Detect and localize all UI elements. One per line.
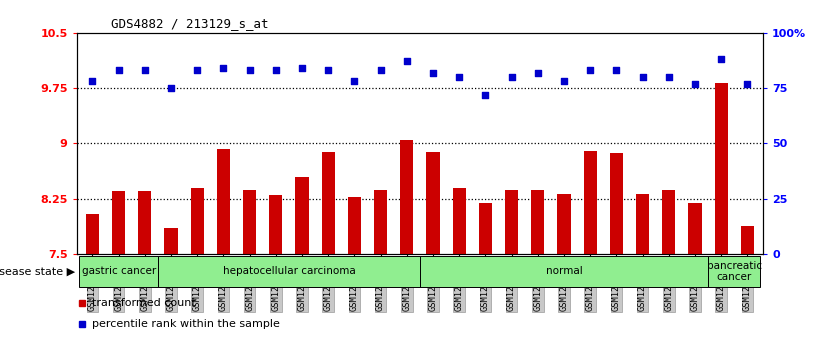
Bar [322, 152, 334, 254]
Point [505, 74, 518, 80]
Bar [86, 213, 99, 254]
Point [426, 70, 440, 76]
Point [662, 74, 676, 80]
Text: normal: normal [545, 266, 582, 276]
Bar [158, 256, 420, 287]
Bar [420, 256, 708, 287]
Text: GDS4882 / 213129_s_at: GDS4882 / 213129_s_at [111, 17, 269, 30]
Bar [243, 190, 256, 254]
Bar [348, 197, 361, 254]
Point [374, 68, 387, 73]
Text: hepatocellular carcinoma: hepatocellular carcinoma [223, 266, 355, 276]
Bar [479, 203, 492, 254]
Point [243, 68, 256, 73]
Point [295, 65, 309, 71]
Point [584, 68, 597, 73]
Bar [295, 176, 309, 254]
Text: disease state ▶: disease state ▶ [0, 266, 75, 276]
Bar [269, 195, 283, 254]
Point [164, 85, 178, 91]
Point [636, 74, 650, 80]
Bar [217, 149, 230, 254]
Point [453, 74, 466, 80]
Text: pancreatic
cancer: pancreatic cancer [706, 261, 761, 282]
Bar [374, 190, 387, 254]
Point [86, 78, 99, 84]
Bar [557, 193, 570, 254]
Bar [584, 151, 597, 254]
Bar [400, 140, 414, 254]
Bar [112, 191, 125, 254]
Point [557, 78, 570, 84]
Point [138, 68, 152, 73]
Bar [191, 188, 203, 254]
Point [688, 81, 701, 86]
Text: percentile rank within the sample: percentile rank within the sample [92, 319, 279, 329]
Bar [453, 188, 465, 254]
Bar [164, 228, 178, 254]
Point [715, 56, 728, 62]
Point [217, 65, 230, 71]
Bar [531, 190, 545, 254]
Bar [662, 190, 676, 254]
Bar [79, 256, 158, 287]
Bar [688, 203, 701, 254]
Bar [505, 190, 518, 254]
Bar [138, 191, 152, 254]
Point [741, 81, 754, 86]
Text: transformed count: transformed count [92, 298, 196, 307]
Point [610, 68, 623, 73]
Bar [610, 153, 623, 254]
Bar [708, 256, 761, 287]
Point [269, 68, 283, 73]
Point [190, 68, 203, 73]
Point [322, 68, 335, 73]
Bar [741, 226, 754, 254]
Point [112, 68, 125, 73]
Bar [636, 193, 649, 254]
Point [531, 70, 545, 76]
Point [348, 78, 361, 84]
Text: gastric cancer: gastric cancer [82, 266, 156, 276]
Point [479, 92, 492, 98]
Point [400, 58, 414, 64]
Bar [426, 152, 440, 254]
Bar [715, 83, 728, 254]
